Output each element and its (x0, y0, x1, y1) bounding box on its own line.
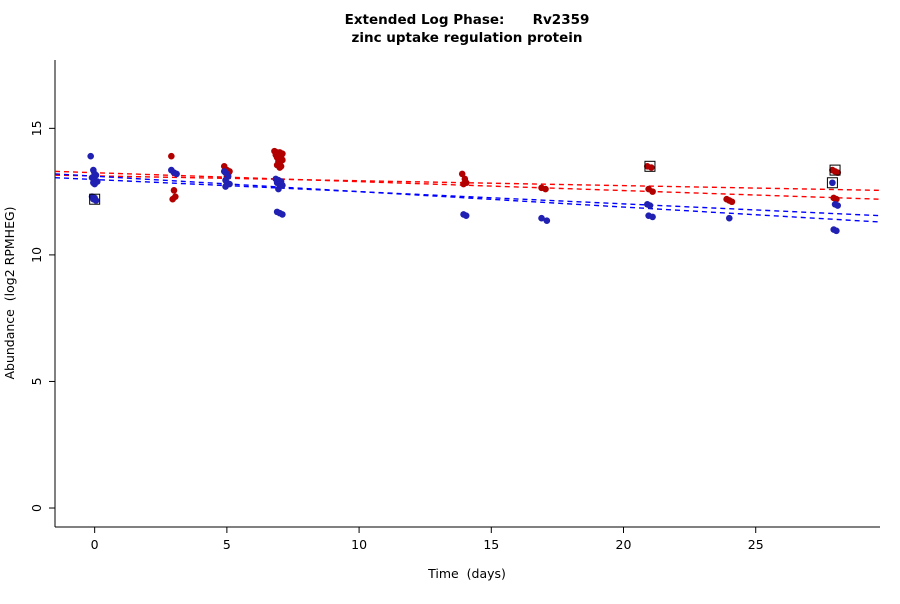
y-tick-label: 0 (29, 504, 44, 512)
data-point-blue-condition (649, 213, 656, 221)
data-point-red-condition (276, 164, 284, 171)
x-tick-label: 0 (91, 537, 99, 552)
y-tick-label: 10 (29, 247, 44, 263)
x-tick-label: 20 (616, 537, 632, 552)
data-point-red-condition (834, 169, 841, 176)
x-tick-label: 25 (748, 537, 764, 552)
x-axis-label: Time (days) (427, 566, 506, 581)
data-point-red-condition (460, 180, 467, 188)
data-point-red-condition (647, 164, 655, 171)
trend-line-blue-fit-shallow (54, 176, 881, 217)
outlier-box (826, 177, 838, 189)
data-point-blue-condition (725, 214, 733, 222)
x-tick-label: 5 (223, 537, 231, 552)
data-point-red-condition (833, 195, 840, 203)
trend-line-red-fit-shallow (54, 174, 881, 192)
data-point-blue-condition (173, 170, 180, 178)
outlier-box (829, 164, 841, 176)
y-axis-label: Abundance (log2 RPMHEG) (2, 206, 17, 379)
data-point-red-condition (169, 195, 176, 203)
data-point-blue-condition (462, 212, 470, 219)
data-point-blue-condition (829, 179, 836, 187)
data-point-blue-condition (834, 202, 841, 209)
data-point-blue-condition (646, 202, 654, 209)
data-point-blue-condition (222, 183, 229, 190)
data-point-red-condition (728, 198, 736, 206)
data-point-blue-condition (91, 180, 98, 188)
outlier-box (644, 160, 656, 172)
outlier-box (89, 193, 101, 205)
data-point-red-condition (170, 187, 178, 194)
chart-title: Extended Log Phase: Rv2359 (345, 12, 590, 28)
x-tick-label: 10 (351, 537, 367, 552)
axes: 0 5 10 15 20 25 0 5 10 15 (29, 60, 880, 552)
trend-line-red-fit-steep (54, 170, 881, 200)
data-point-blue-condition (275, 185, 282, 193)
y-tick-label: 5 (29, 377, 44, 385)
data-point-red-condition (168, 152, 175, 160)
data-point-blue-condition (543, 217, 551, 225)
data-point-red-condition (542, 185, 549, 193)
data-point-blue-condition (87, 152, 94, 160)
data-point-red-condition (458, 170, 466, 178)
trend-line-blue-fit-steep (54, 173, 881, 223)
trend-lines (54, 170, 881, 223)
x-tick-label: 15 (483, 537, 499, 552)
data-point-blue-condition (279, 211, 286, 218)
y-tick-label: 15 (29, 120, 44, 136)
outlier-markers (89, 160, 841, 205)
chart-subtitle: zinc uptake regulation protein (351, 30, 582, 46)
data-point-blue-condition (833, 227, 840, 235)
data-point-red-condition (649, 188, 656, 195)
data-points (87, 147, 841, 235)
data-point-blue-condition (92, 197, 100, 204)
data-point-blue-condition (538, 214, 545, 222)
